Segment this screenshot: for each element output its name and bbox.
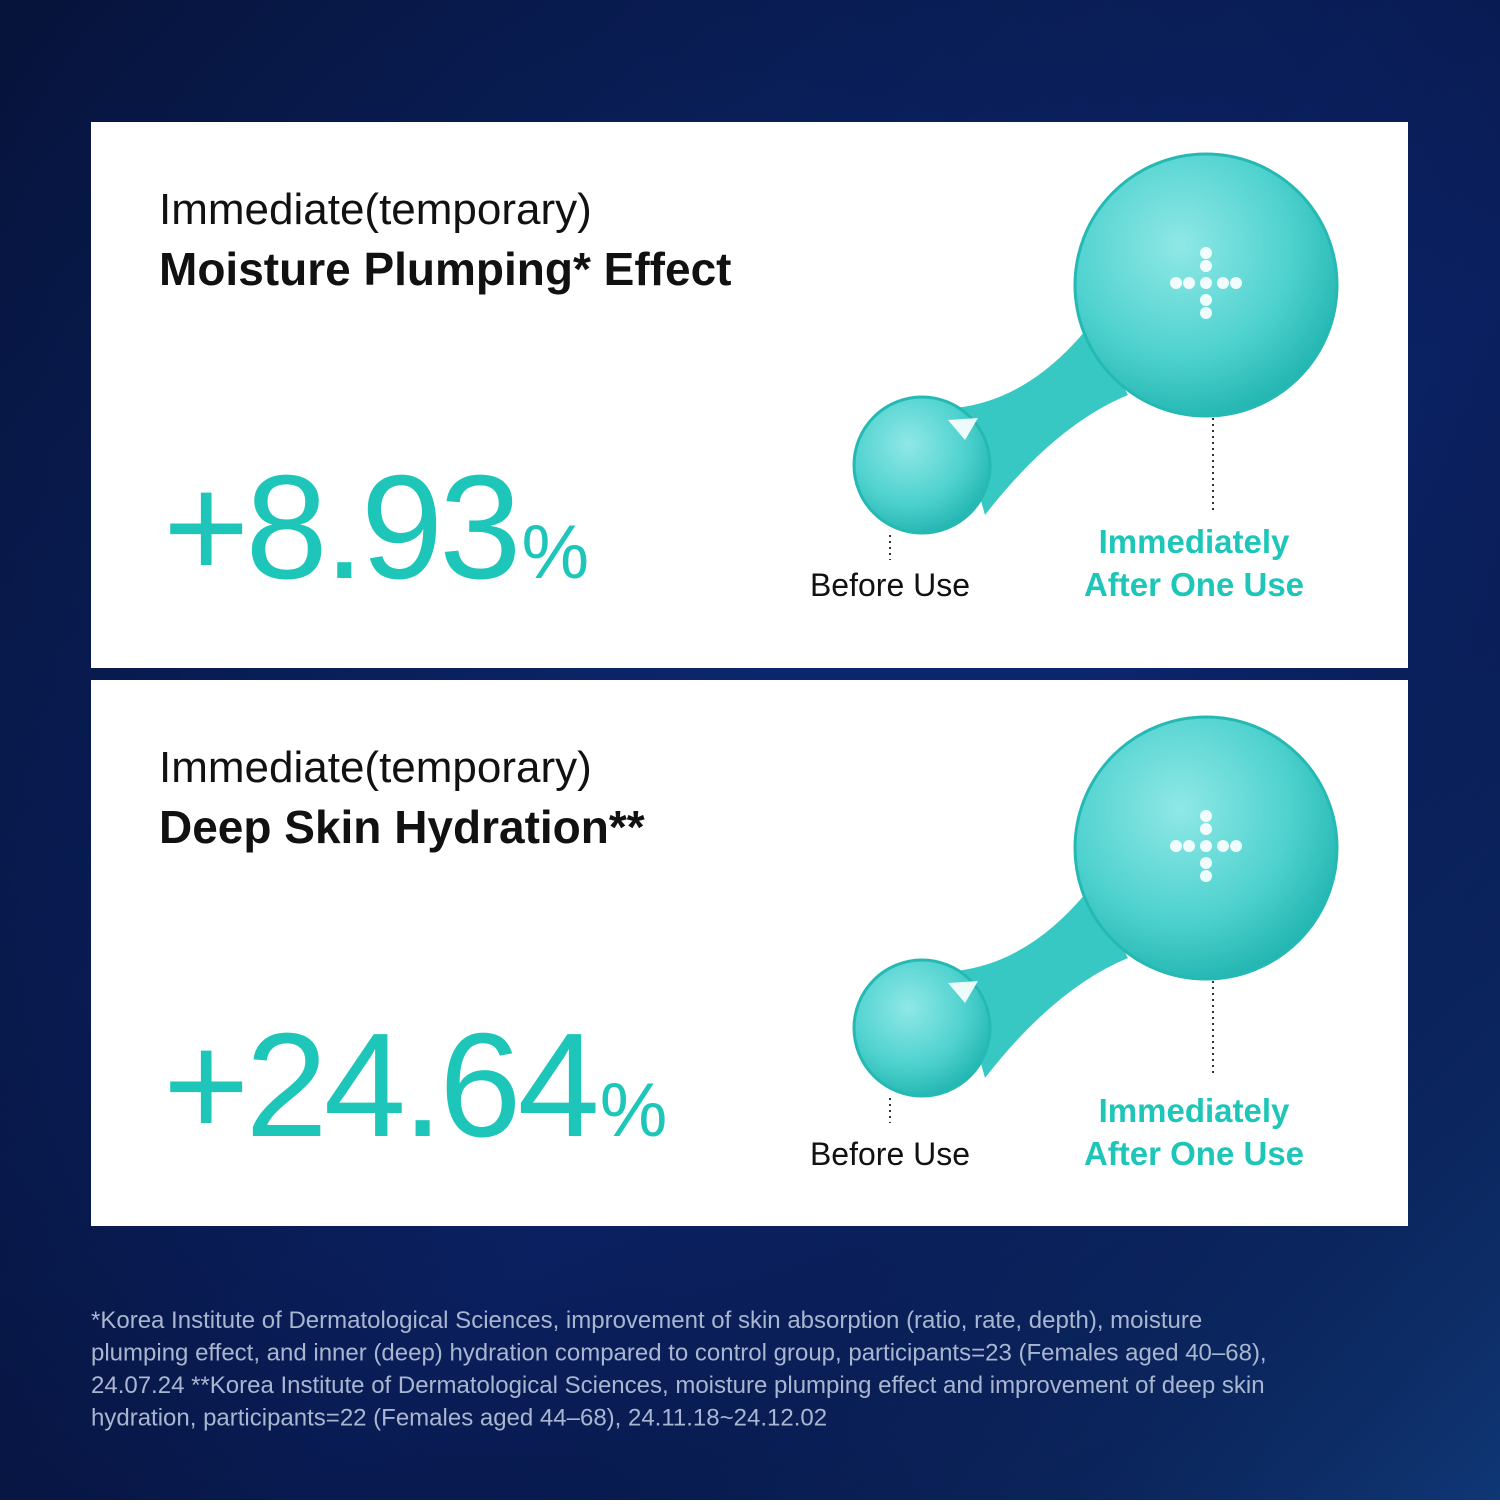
cross-dot bbox=[1183, 277, 1195, 289]
panel: Immediate(temporary) Moisture Plumping* E… bbox=[91, 122, 1408, 668]
droplet-small bbox=[852, 958, 992, 1098]
droplet bbox=[852, 152, 1339, 560]
stat-unit: % bbox=[600, 1068, 665, 1153]
after-label: Immediately bbox=[1099, 1092, 1290, 1129]
cross-dot bbox=[1170, 277, 1182, 289]
after-label: After One Use bbox=[1084, 566, 1304, 603]
before-label: Before Use bbox=[810, 1136, 970, 1172]
cross-dot bbox=[1200, 857, 1212, 869]
cross-dot bbox=[1200, 294, 1212, 306]
cross-dot bbox=[1200, 260, 1212, 272]
stat-number: +24.64 bbox=[163, 1003, 596, 1168]
footnote-line: hydration, participants=22 (Females aged… bbox=[91, 1405, 827, 1432]
cross-dot bbox=[1230, 277, 1242, 289]
stat-number: +8.93 bbox=[163, 445, 517, 610]
droplet bbox=[852, 715, 1339, 1123]
cross-dot bbox=[1200, 840, 1212, 852]
cross-dot bbox=[1200, 810, 1212, 822]
droplet-small bbox=[852, 395, 992, 535]
cross-dot bbox=[1183, 840, 1195, 852]
cross-dot bbox=[1230, 840, 1242, 852]
droplet-neck bbox=[955, 888, 1128, 1078]
cross-dot bbox=[1200, 277, 1212, 289]
cross-dot bbox=[1200, 247, 1212, 259]
droplet-highlight bbox=[948, 418, 978, 440]
stat-value: +24.64% bbox=[163, 1003, 665, 1168]
title-line: Immediate(temporary) bbox=[159, 743, 592, 792]
before-label: Before Use bbox=[810, 567, 970, 603]
title-line-bold: Deep Skin Hydration** bbox=[159, 801, 645, 853]
after-label: Immediately bbox=[1099, 523, 1290, 560]
cross-dot bbox=[1200, 307, 1212, 319]
footnote-line: plumping effect, and inner (deep) hydrat… bbox=[91, 1340, 1267, 1367]
footnote-line: 24.07.24 **Korea Institute of Dermatolog… bbox=[91, 1372, 1265, 1399]
stat-value: +8.93% bbox=[163, 445, 586, 610]
cross-dot bbox=[1200, 823, 1212, 835]
footnote-line: *Korea Institute of Dermatological Scien… bbox=[91, 1307, 1202, 1334]
cross-dot bbox=[1200, 870, 1212, 882]
cross-dot bbox=[1217, 840, 1229, 852]
stat-unit: % bbox=[521, 510, 586, 595]
droplet-highlight bbox=[948, 981, 978, 1003]
title-line-bold: Moisture Plumping* Effect bbox=[159, 243, 731, 295]
cross-dot bbox=[1170, 840, 1182, 852]
after-label: After One Use bbox=[1084, 1135, 1304, 1172]
droplet-neck bbox=[955, 325, 1128, 515]
content: Immediate(temporary) Moisture Plumping* E… bbox=[91, 122, 1408, 1432]
panel: Immediate(temporary) Deep Skin Hydration*… bbox=[91, 680, 1408, 1226]
title-line: Immediate(temporary) bbox=[159, 185, 592, 234]
cross-dot bbox=[1217, 277, 1229, 289]
